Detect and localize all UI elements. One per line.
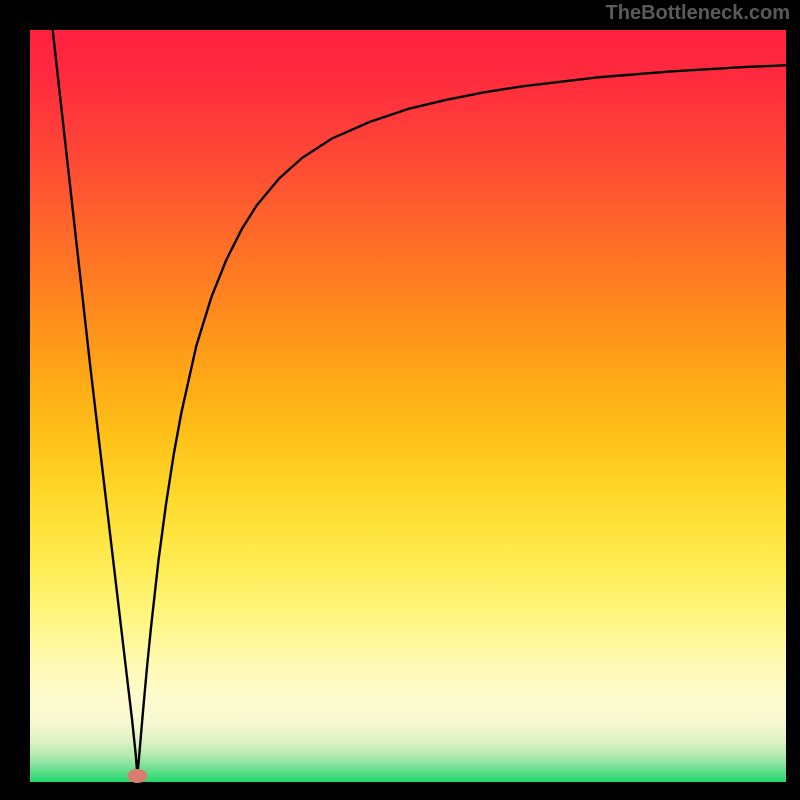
watermark-text: TheBottleneck.com — [606, 2, 790, 25]
bottleneck-chart — [0, 0, 800, 800]
plot-background — [30, 30, 786, 782]
chart-outer-frame: TheBottleneck.com — [0, 0, 800, 800]
minimum-marker — [127, 769, 147, 783]
